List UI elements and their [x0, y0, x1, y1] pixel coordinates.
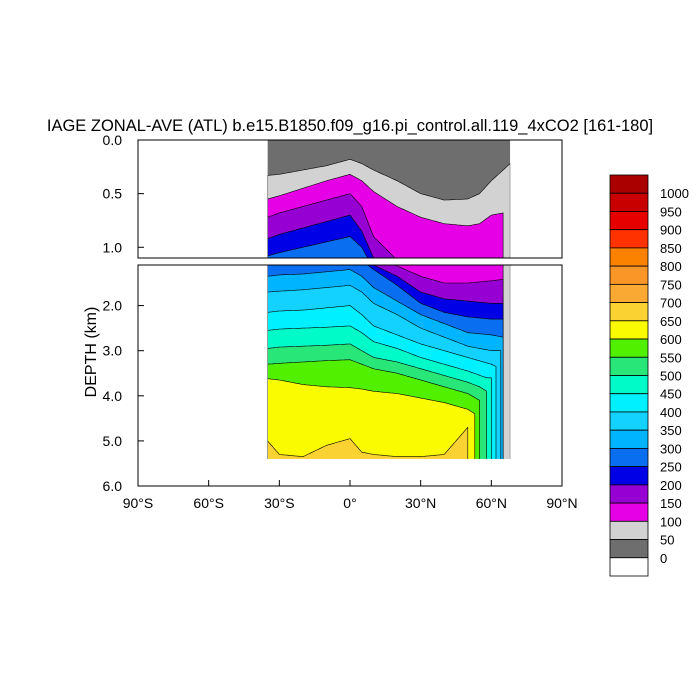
colorbar-label: 800 [660, 259, 682, 274]
colorbar-box [609, 484, 649, 504]
x-tick-label: 90°N [546, 495, 577, 511]
land-mask-north [510, 265, 562, 486]
y-axis-label: DEPTH (km) [83, 307, 100, 398]
colorbar-label: 1000 [660, 186, 689, 201]
lower-panel: 2.0 3.0 4.0 5.0 6.0 [103, 264, 563, 494]
colorbar-box [609, 375, 649, 395]
colorbar-label: 600 [660, 332, 682, 347]
colorbar-legend: 1000950900850800750700650600550500450400… [609, 174, 689, 577]
colorbar-box [609, 557, 649, 577]
colorbar-box [609, 448, 649, 468]
x-tick-label: 0° [343, 495, 356, 511]
colorbar-box [609, 502, 649, 522]
colorbar-box [609, 411, 649, 431]
colorbar-label: 650 [660, 314, 682, 329]
y-tick-label-lower: 2.0 [103, 298, 123, 314]
colorbar-box [609, 393, 649, 413]
colorbar-box [609, 338, 649, 358]
land-mask-south [138, 140, 268, 258]
y-tick-label-upper: 0.5 [103, 186, 123, 202]
x-tick-label: 60°S [193, 495, 224, 511]
colorbar-label: 700 [660, 296, 682, 311]
colorbar-label: 950 [660, 204, 682, 219]
colorbar-label: 0 [660, 551, 667, 566]
x-tick-label: 60°N [476, 495, 507, 511]
colorbar-label: 850 [660, 241, 682, 256]
colorbar-label: 500 [660, 369, 682, 384]
y-tick-label-upper: 1.0 [103, 239, 123, 255]
land-mask-north [510, 140, 562, 258]
contour-band-250 [267, 236, 504, 258]
colorbar-box [609, 247, 649, 267]
colorbar-label: 450 [660, 387, 682, 402]
y-tick-label-lower: 6.0 [103, 478, 123, 494]
colorbar-box [609, 302, 649, 322]
upper-panel: 0.0 0.5 1.0 [103, 132, 563, 259]
colorbar-box [609, 466, 649, 486]
y-tick-label-upper: 0.0 [103, 132, 123, 148]
x-tick-label: 90°S [123, 495, 154, 511]
y-tick-label-lower: 3.0 [103, 343, 123, 359]
colorbar-label: 350 [660, 423, 682, 438]
colorbar-box [609, 211, 649, 231]
colorbar-box [609, 192, 649, 212]
colorbar-box [609, 320, 649, 340]
y-tick-label-lower: 5.0 [103, 433, 123, 449]
colorbar-box [609, 229, 649, 249]
colorbar-label: 50 [660, 533, 674, 548]
y-tick-label-lower: 4.0 [103, 388, 123, 404]
x-axis: 90°S 60°S 30°S 0° 30°N 60°N 90°N [123, 480, 578, 511]
land-mask-south [138, 265, 268, 486]
colorbar-label: 400 [660, 405, 682, 420]
colorbar-label: 150 [660, 496, 682, 511]
colorbar-box [609, 174, 649, 194]
colorbar-label: 750 [660, 277, 682, 292]
colorbar-box [609, 520, 649, 540]
colorbar-box [609, 283, 649, 303]
colorbar-label: 300 [660, 441, 682, 456]
colorbar-box [609, 265, 649, 285]
colorbar-label: 900 [660, 223, 682, 238]
colorbar-label: 200 [660, 478, 682, 493]
x-tick-label: 30°S [264, 495, 295, 511]
colorbar-label: 550 [660, 350, 682, 365]
colorbar-box [609, 356, 649, 376]
x-tick-label: 30°N [405, 495, 436, 511]
panel-frame [137, 139, 563, 259]
colorbar-label: 250 [660, 460, 682, 475]
colorbar-box [609, 429, 649, 449]
colorbar-label: 100 [660, 514, 682, 529]
colorbar-box [609, 539, 649, 559]
chart-title: IAGE ZONAL-AVE (ATL) b.e15.B1850.f09_g16… [47, 117, 653, 135]
